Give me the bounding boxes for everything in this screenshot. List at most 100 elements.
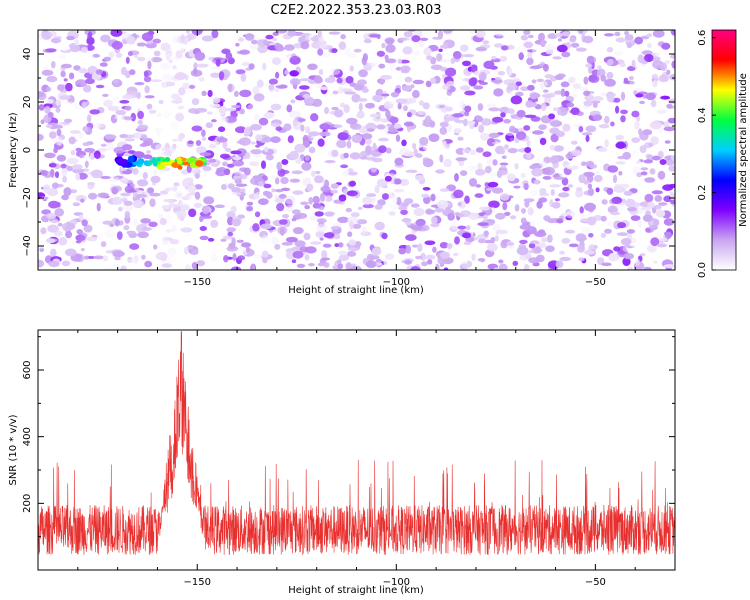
spectrogram-cell	[300, 201, 309, 206]
spectrogram-cell	[329, 68, 341, 75]
spectrogram-cell	[153, 244, 158, 250]
spectrogram-cell	[75, 83, 82, 87]
spectrogram-cell	[51, 60, 56, 69]
spectrogram-cell	[65, 230, 73, 239]
spectrogram-cell	[244, 33, 255, 41]
spectrogram-cell	[173, 182, 180, 187]
spectrogram-cell	[143, 76, 152, 83]
spectrogram-cell	[75, 147, 82, 152]
spectrogram-cell	[284, 195, 296, 205]
spectrogram-cell	[147, 60, 152, 70]
spectrogram-cell	[201, 137, 207, 141]
spectrogram-cell	[459, 100, 466, 109]
spectrogram-cell	[430, 77, 437, 84]
spectrogram-cell	[255, 134, 263, 142]
spectrogram-cell	[336, 139, 347, 149]
spectrogram-cell	[340, 164, 349, 169]
spectrogram-cell	[100, 143, 107, 147]
spectrogram-cell	[411, 35, 421, 43]
spectrogram-cell	[520, 86, 530, 91]
spectrogram-cell	[320, 185, 331, 193]
spectrogram-cell	[211, 30, 219, 39]
spectrogram-cell	[334, 109, 344, 118]
spectrogram-cell	[501, 45, 509, 51]
spectrogram-cell	[207, 89, 213, 98]
spectrogram-cell	[310, 241, 322, 245]
spectrogram-cell	[530, 92, 541, 99]
spectrogram-cell	[567, 184, 574, 188]
spectrogram-cell	[75, 240, 82, 244]
spectrogram-cell	[156, 128, 161, 137]
spectrogram-cell	[276, 30, 287, 34]
spectrogram-cell	[121, 144, 133, 151]
spectrogram-cell	[524, 200, 530, 208]
spectrogram-cell	[324, 160, 336, 164]
spectrogram-cell	[625, 198, 636, 208]
y-tick-label: 20	[22, 96, 33, 109]
spectrogram-cell	[439, 126, 448, 135]
snr-panel: −150 −100 −50 200 400 600 Height of straight …	[8, 329, 676, 596]
spectrogram-cell	[351, 134, 363, 143]
spectrogram-cell	[84, 160, 89, 168]
spectrogram-cell	[237, 239, 242, 244]
spectrogram-cell	[176, 211, 183, 220]
spectrogram-cell	[275, 71, 280, 79]
spectrogram-cell	[136, 189, 144, 195]
spectrogram-cell	[473, 85, 484, 90]
spectrogram-cell	[267, 209, 276, 214]
spectrogram-cell	[338, 41, 347, 50]
spectrogram-spot	[524, 147, 532, 153]
spectrogram-cell	[168, 253, 178, 262]
spectrogram-cell	[420, 252, 426, 261]
spectrogram-cell	[63, 78, 68, 82]
spectrogram-cell	[255, 144, 261, 148]
spectrogram-cell	[547, 218, 556, 224]
spectrogram-cell	[218, 71, 225, 80]
spectrogram-cell	[286, 236, 298, 243]
spectrogram-cell	[94, 150, 101, 159]
spectrogram-hotspot-cell	[137, 158, 145, 165]
spectrogram-cell	[216, 160, 221, 165]
spectrogram-cell	[45, 238, 56, 243]
spectrogram-cell	[514, 204, 520, 212]
spectrogram-cell	[534, 246, 541, 253]
spectrogram-cell	[372, 94, 383, 102]
spectrogram-cell	[286, 104, 293, 113]
spectrogram-cell	[465, 225, 471, 231]
spectrogram-cell	[439, 242, 449, 249]
spectrogram-cell	[361, 226, 367, 236]
spectrogram-cell	[231, 218, 241, 227]
spectrogram-cell	[209, 143, 217, 149]
spectrogram-cell	[597, 257, 605, 265]
spectrogram-cell	[584, 202, 596, 212]
spectrogram-cell	[292, 250, 304, 259]
spectrogram-cell	[232, 156, 242, 161]
spectrogram-cell	[287, 30, 297, 37]
spectrogram-cell	[148, 109, 157, 114]
spectrogram-cell	[122, 94, 134, 100]
spectrogram-cell	[586, 216, 597, 226]
spectrogram-cell	[216, 137, 228, 143]
spectrogram-cell	[343, 104, 350, 114]
spectrogram-cell	[76, 229, 83, 235]
spectrogram-cell	[403, 121, 414, 127]
spectrogram-cell	[107, 142, 114, 151]
spectrogram-cell	[475, 46, 487, 52]
spectrogram-x-label: Height of straight line (km)	[288, 285, 424, 296]
spectrogram-cell	[636, 172, 642, 178]
y-tick-label: 0	[22, 147, 33, 153]
spectrogram-cell	[210, 254, 218, 263]
spectrogram-cell	[104, 134, 117, 140]
spectrogram-cell	[554, 198, 560, 202]
spectrogram-cell	[424, 254, 436, 260]
spectrogram-cell	[291, 217, 297, 222]
spectrogram-cell	[493, 88, 504, 97]
spectrogram-cell	[483, 230, 489, 237]
spectrogram-cell	[289, 150, 299, 160]
spectrogram-cell	[288, 110, 301, 119]
spectrogram-cell	[220, 184, 227, 190]
spectrogram-cell	[652, 30, 665, 38]
spectrogram-cell	[318, 35, 324, 43]
spectrogram-cell	[456, 213, 465, 218]
spectrogram-cell	[526, 57, 534, 66]
